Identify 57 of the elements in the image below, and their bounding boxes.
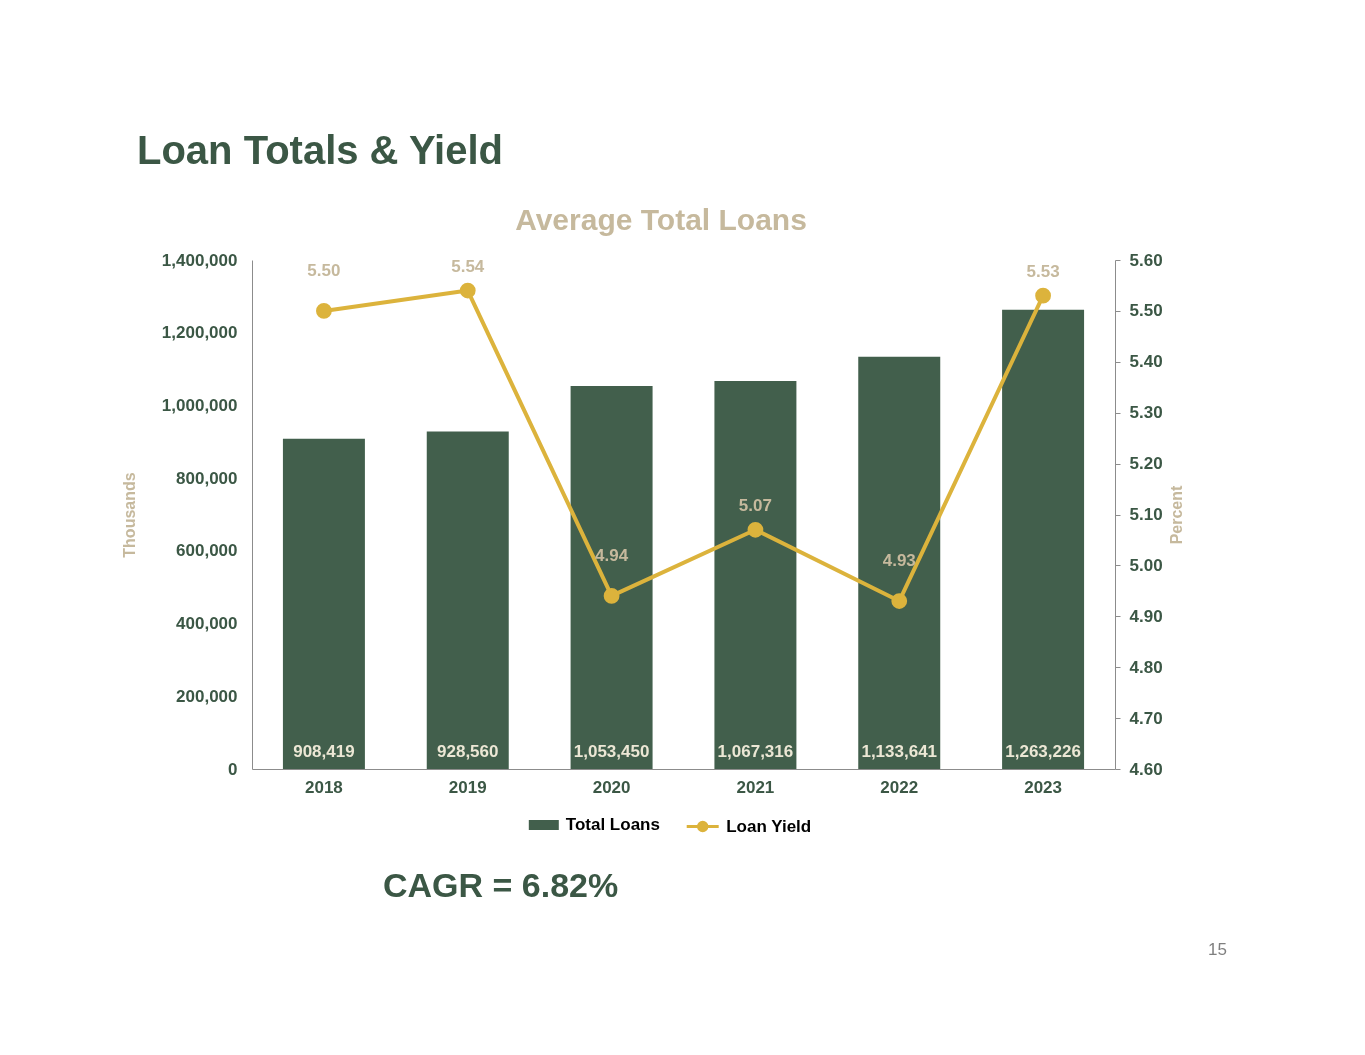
y2-tick-label: 5.40 [1129,352,1163,372]
y2-tick-label: 4.80 [1129,657,1163,677]
point [1035,287,1051,304]
y-tick-label: 1,400,000 [161,250,238,270]
bar [858,356,941,769]
chart-title: Loan Totals & Yield [137,128,503,172]
y2-axis-title: Percent [1167,484,1185,545]
y2-tick-label: 4.60 [1129,759,1163,779]
chart-subtitle: Average Total Loans [515,203,807,236]
x-tick-label: 2023 [1024,777,1062,797]
data-label: 5.50 [307,260,341,280]
y-tick-label: 800,000 [176,468,238,488]
y-tick-label: 1,000,000 [161,395,238,415]
data-label: 908,419 [293,742,355,761]
y-tick-label: 200,000 [176,686,238,706]
bar [282,438,365,769]
point [603,588,620,604]
data-label: 1,133,641 [861,742,938,761]
y-axis-title: Thousands [120,472,138,558]
y2-tick-label: 4.90 [1129,606,1163,626]
y-tick-label: 400,000 [176,614,238,634]
data-label: 928,560 [437,742,499,761]
data-label: 1,263,226 [1005,742,1081,761]
text: CAGR = 6.82% [383,866,619,904]
x-tick-label: 2018 [305,777,343,797]
point [891,593,908,609]
x-tick-label: 2022 [880,777,919,797]
data-label: 1,053,450 [573,742,650,761]
text: 15 [1208,940,1227,959]
y2-tick-label: 5.00 [1129,555,1163,575]
point [316,303,332,319]
x-tick-label: 2020 [592,777,631,797]
bar [426,431,509,769]
y2-tick-label: 5.10 [1129,505,1163,524]
data-label: 5.53 [1026,261,1060,281]
x-tick-label: 2021 [736,777,775,797]
y-tick-label: 600,000 [176,541,238,561]
bar [714,380,797,769]
point [459,282,476,299]
bar [1002,309,1085,769]
data-label: 4.93 [882,551,916,571]
data-label: 5.07 [738,495,772,515]
y-tick-label: 1,200,000 [161,323,238,343]
y-tick-label: 0 [228,759,238,779]
y2-tick-label: 5.60 [1129,250,1163,270]
bar [570,386,653,769]
data-label: 4.94 [595,545,629,565]
data-label: 1,067,316 [717,742,794,761]
data-label: 5.54 [451,256,485,276]
y2-tick-label: 5.20 [1129,454,1163,474]
legend-label: Loan Yield [726,816,812,836]
y2-tick-label: 5.30 [1129,403,1163,423]
y2-tick-label: 4.70 [1129,708,1163,728]
y2-tick-label: 5.50 [1129,301,1163,321]
x-tick-label: 2019 [448,777,487,797]
point [747,521,764,538]
legend-label: Total Loans [565,815,660,834]
